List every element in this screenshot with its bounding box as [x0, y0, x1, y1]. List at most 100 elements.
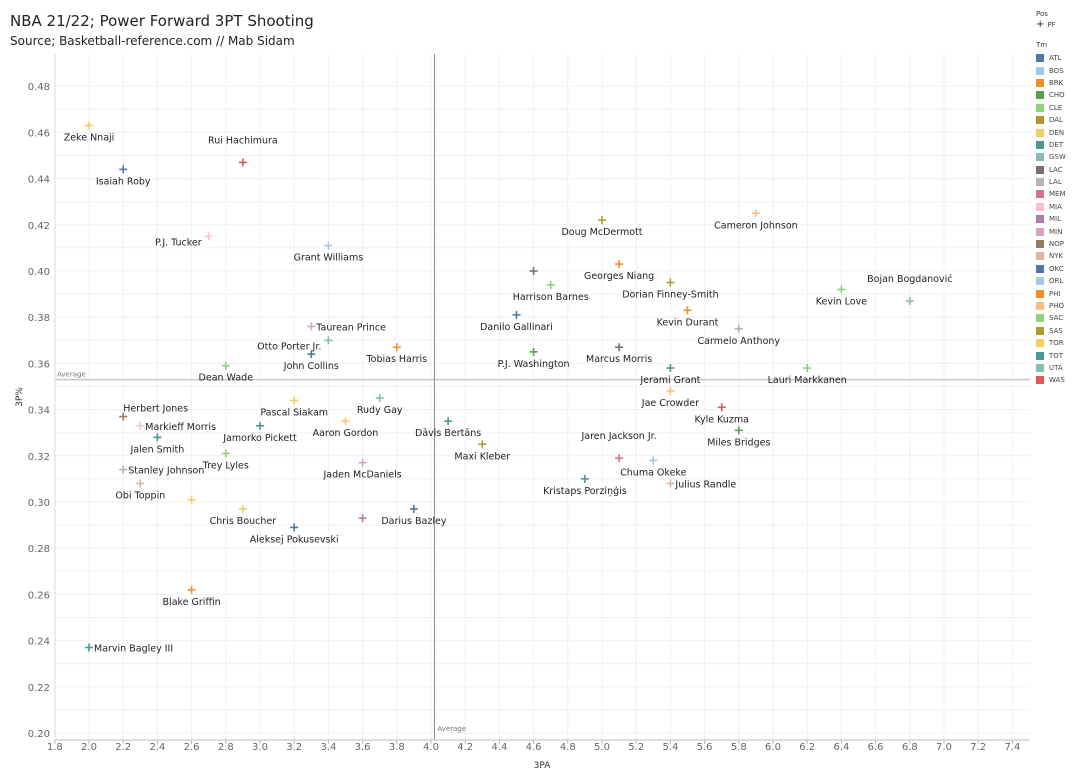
data-point	[256, 421, 264, 430]
x-tick-label: 2.2	[115, 742, 131, 753]
legend-label: CHO	[1049, 91, 1065, 100]
legend-item-tot[interactable]: TOT	[1036, 349, 1080, 361]
point-label: Trey Lyles	[202, 460, 249, 471]
point-label: Cameron Johnson	[714, 220, 798, 231]
grid-lines	[54, 54, 1030, 740]
legend-item-atl[interactable]: ATL	[1036, 52, 1080, 64]
data-point	[512, 310, 521, 319]
data-point	[136, 479, 145, 488]
legend-item-cho[interactable]: CHO	[1036, 89, 1080, 101]
data-point	[598, 216, 606, 225]
legend-label: GSW	[1049, 153, 1066, 162]
legend-item-gsw[interactable]: GSW	[1036, 151, 1080, 163]
legend-item-sas[interactable]: SAS	[1036, 325, 1080, 337]
point-label: Bojan Bogdanović	[867, 274, 952, 285]
data-point	[529, 347, 538, 356]
legend-swatch	[1036, 103, 1044, 112]
x-tick-label: 3.2	[286, 742, 302, 753]
legend-item-nyk[interactable]: NYK	[1036, 250, 1080, 262]
legend-item-dal[interactable]: DAL	[1036, 114, 1080, 126]
legend-label: SAC	[1049, 314, 1064, 323]
y-tick-label: 0.48	[28, 82, 50, 93]
legend-swatch	[1036, 66, 1044, 75]
data-point	[905, 297, 914, 306]
legend-label: DAL	[1049, 116, 1063, 125]
x-tick-label: 6.8	[902, 742, 918, 753]
point-label: P.J. Washington	[498, 359, 570, 370]
legend-swatch	[1036, 165, 1044, 174]
x-tick-label: 5.4	[662, 742, 678, 753]
point-label: Marcus Morris	[586, 354, 652, 365]
data-point	[666, 387, 675, 396]
legend-item-tor[interactable]: TOR	[1036, 337, 1080, 349]
data-point	[529, 267, 538, 275]
legend-label: NOP	[1049, 240, 1064, 249]
legend-pos-item[interactable]: + PF	[1036, 19, 1080, 30]
plus-icon: +	[1036, 19, 1045, 30]
x-tick-label: 4.6	[526, 742, 542, 753]
point-label: Lauri Markkanen	[768, 375, 847, 386]
point-label: Jaden McDaniels	[322, 470, 401, 481]
legend-item-sac[interactable]: SAC	[1036, 312, 1080, 324]
legend-item-mia[interactable]: MIA	[1036, 201, 1080, 213]
y-tick-label: 0.26	[28, 590, 50, 601]
y-tick-label: 0.24	[28, 637, 50, 648]
point-label: Carmelo Anthony	[698, 336, 781, 347]
legend-label: BRK	[1049, 78, 1064, 87]
legend-swatch	[1036, 302, 1044, 310]
point-label: Kevin Durant	[657, 317, 719, 328]
data-point	[85, 643, 93, 652]
point-label: Aaron Gordon	[313, 428, 379, 439]
legend-item-uta[interactable]: UTA	[1036, 362, 1080, 374]
data-point	[290, 396, 299, 405]
legend-swatch	[1036, 240, 1044, 249]
legend-swatch	[1036, 128, 1044, 137]
legend-label: CLE	[1049, 103, 1063, 112]
point-label: Obi Toppin	[115, 491, 165, 502]
legend-item-cle[interactable]: CLE	[1036, 102, 1080, 114]
legend-label: BOS	[1049, 66, 1064, 75]
legend-swatch	[1036, 78, 1044, 87]
x-tick-label: 6.0	[765, 742, 781, 753]
legend-item-min[interactable]: MIN	[1036, 225, 1080, 237]
legend-pos-title: Pos	[1036, 10, 1048, 18]
legend-swatch	[1036, 277, 1044, 286]
point-label: Miles Bridges	[707, 437, 770, 448]
data-point	[358, 514, 367, 523]
point-label: Doug McDermott	[561, 227, 642, 238]
y-tick-label: 0.34	[28, 406, 50, 417]
data-point	[290, 523, 299, 532]
legend-pos-label: PF	[1047, 21, 1056, 29]
y-tick-label: 0.20	[28, 729, 50, 740]
average-y-label: Average	[57, 371, 86, 379]
point-label: Markieff Morris	[145, 422, 216, 433]
data-point	[153, 433, 162, 442]
legend-item-mil[interactable]: MIL	[1036, 213, 1080, 225]
data-point	[307, 350, 316, 359]
point-label: Georges Niang	[584, 271, 654, 282]
legend-item-den[interactable]: DEN	[1036, 126, 1080, 138]
x-tick-label: 5.6	[697, 742, 713, 753]
data-point	[204, 232, 213, 241]
data-point	[683, 306, 692, 315]
x-tick-label: 7.2	[970, 742, 986, 753]
legend-item-mem[interactable]: MEM	[1036, 188, 1080, 200]
legend-item-was[interactable]: WAS	[1036, 374, 1080, 386]
legend-item-pho[interactable]: PHO	[1036, 300, 1080, 312]
legend-label: MIL	[1049, 215, 1062, 224]
point-label: Maxi Kleber	[454, 451, 510, 462]
legend-label: LAC	[1049, 165, 1063, 174]
point-label: Grant Williams	[294, 253, 364, 264]
legend-item-okc[interactable]: OKC	[1036, 263, 1080, 275]
legend-item-lac[interactable]: LAC	[1036, 164, 1080, 176]
legend-item-brk[interactable]: BRK	[1036, 77, 1080, 89]
data-point	[444, 417, 453, 426]
y-tick-label: 0.32	[28, 452, 50, 463]
legend-item-lal[interactable]: LAL	[1036, 176, 1080, 188]
legend-item-det[interactable]: DET	[1036, 139, 1080, 151]
data-point	[341, 417, 350, 426]
legend-item-orl[interactable]: ORL	[1036, 275, 1080, 287]
legend-item-phi[interactable]: PHI	[1036, 287, 1080, 299]
legend-item-bos[interactable]: BOS	[1036, 64, 1080, 76]
legend-item-nop[interactable]: NOP	[1036, 238, 1080, 250]
